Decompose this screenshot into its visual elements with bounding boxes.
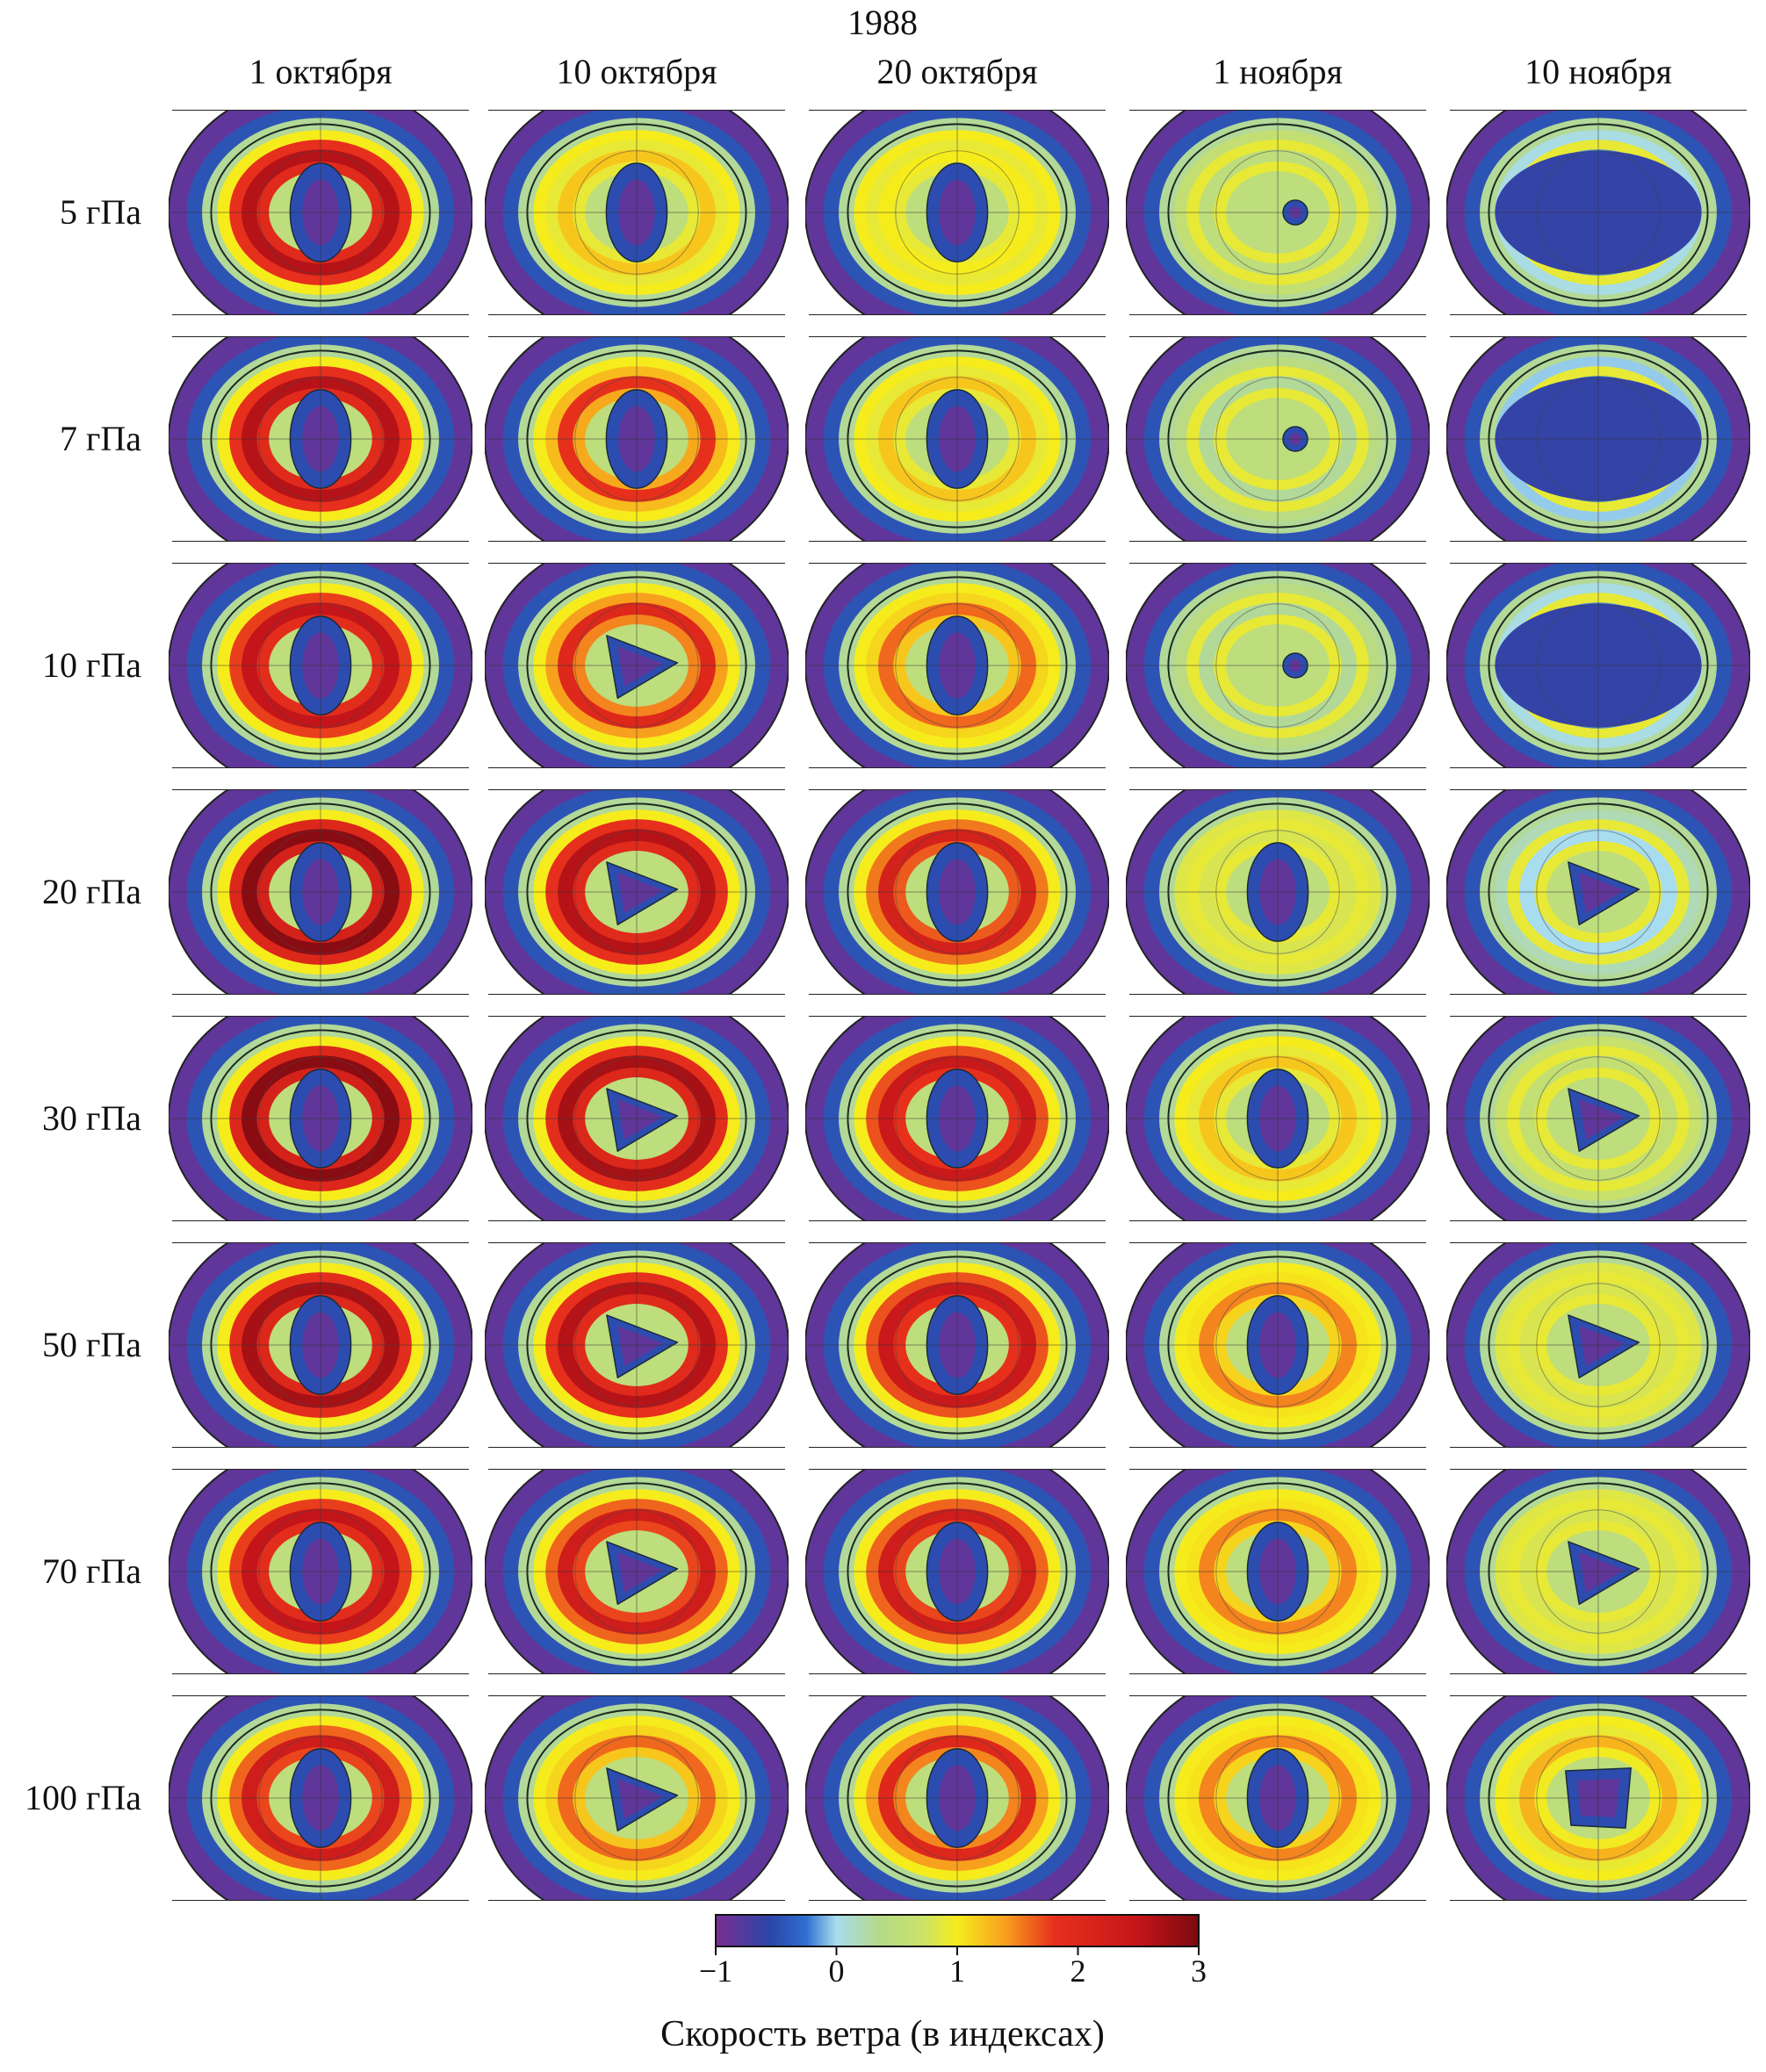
colorbar-gradient [715, 1914, 1200, 1947]
map-panel [169, 336, 472, 542]
map-panel [805, 1242, 1109, 1448]
map-panel [805, 1469, 1109, 1674]
pressure-level-label: 70 гПа [41, 1551, 141, 1591]
map-panel [1126, 110, 1430, 315]
map-panel [169, 110, 472, 315]
map-panel [485, 336, 789, 542]
date-header: 10 ноября [1525, 52, 1672, 91]
colorbar-tick-label: 2 [1070, 1953, 1086, 1989]
map-panel [1126, 1469, 1430, 1674]
map-panel [169, 1242, 472, 1448]
pressure-level-label: 10 гПа [41, 645, 141, 685]
map-panel [1446, 336, 1750, 542]
pressure-level-label: 30 гПа [41, 1098, 141, 1138]
map-panel [485, 1469, 789, 1674]
date-header: 20 октября [876, 52, 1038, 91]
map-panel [805, 1016, 1109, 1221]
colorbar-title: Скорость ветра (в индексах) [660, 2014, 1105, 2054]
date-header: 10 октября [556, 52, 717, 91]
map-panel [169, 1016, 472, 1221]
map-panel [485, 110, 789, 315]
map-panel [805, 563, 1109, 768]
map-panel [1126, 789, 1430, 995]
date-header: 1 ноября [1213, 52, 1343, 91]
figure-year-title: 1988 [847, 3, 918, 42]
map-panel [805, 789, 1109, 995]
date-header: 1 октября [249, 52, 393, 91]
map-panel [1126, 563, 1430, 768]
map-panel [169, 563, 472, 768]
map-panel [1446, 789, 1750, 995]
colorbar-tick-label: −1 [698, 1953, 733, 1989]
map-panel [1126, 1016, 1430, 1221]
map-panel [1126, 1695, 1430, 1901]
map-panel [485, 1242, 789, 1448]
map-panel [169, 1469, 472, 1674]
map-panel [1446, 110, 1750, 315]
map-panels-grid [169, 110, 1750, 1901]
map-panel [1446, 1016, 1750, 1221]
map-panel [805, 110, 1109, 315]
map-panel [485, 1695, 789, 1901]
pressure-level-label: 50 гПа [41, 1325, 141, 1364]
pressure-level-label: 100 гПа [24, 1778, 141, 1817]
map-panel [169, 1695, 472, 1901]
map-panel [1446, 1695, 1750, 1901]
map-panel [1446, 563, 1750, 768]
map-panel [485, 789, 789, 995]
map-panel [485, 563, 789, 768]
colorbar [715, 1914, 1200, 1955]
map-panel [805, 336, 1109, 542]
pressure-level-label: 20 гПа [41, 872, 141, 911]
map-panel [169, 789, 472, 995]
colorbar-tick-label: 0 [828, 1953, 845, 1989]
colorbar-tick-label: 1 [949, 1953, 965, 1989]
pressure-level-label: 7 гПа [59, 419, 141, 458]
map-panel [805, 1695, 1109, 1901]
map-panel [485, 1016, 789, 1221]
map-panel [1446, 1242, 1750, 1448]
pressure-level-label: 5 гПа [59, 192, 141, 232]
colorbar-tick-label: 3 [1191, 1953, 1207, 1989]
map-panel [1126, 336, 1430, 542]
map-panel [1126, 1242, 1430, 1448]
map-panel [1446, 1469, 1750, 1674]
